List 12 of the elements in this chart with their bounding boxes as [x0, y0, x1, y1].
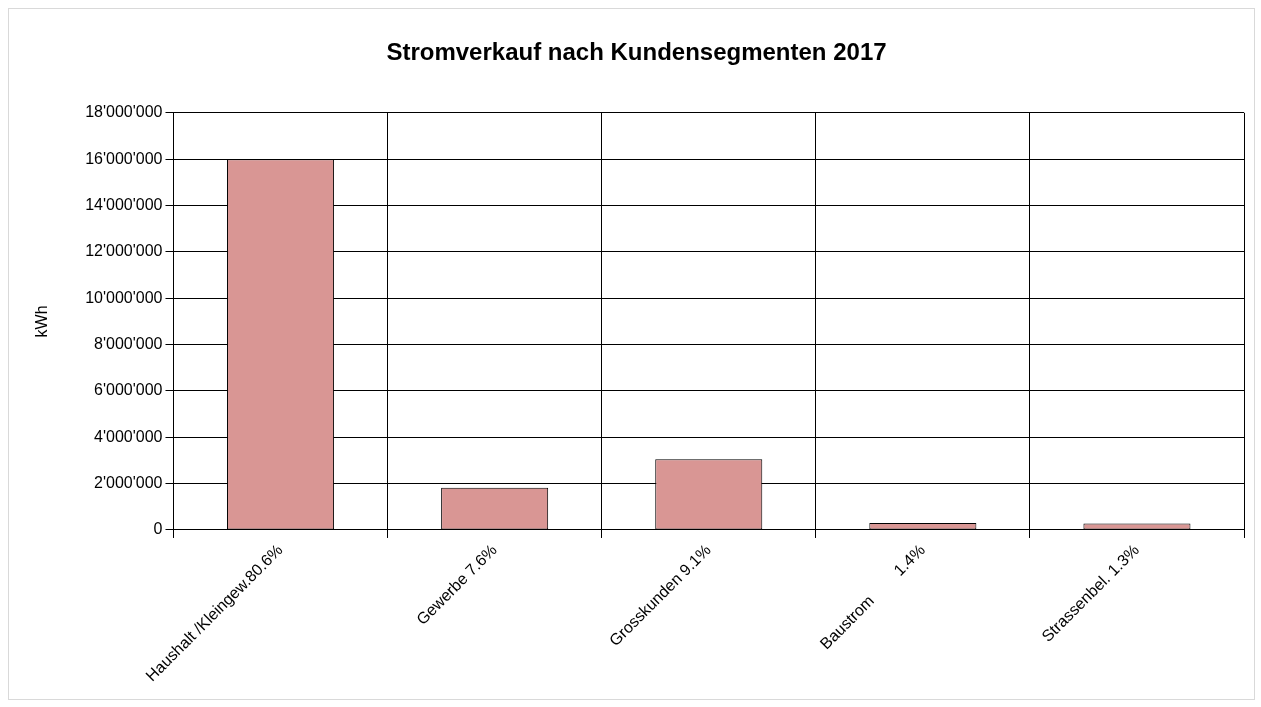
chart-title: Stromverkauf nach Kundensegmenten 2017 [386, 38, 887, 66]
y-tick-label: 10'000'000 [85, 288, 163, 306]
y-tick-label: 14'000'000 [85, 195, 163, 213]
y-tick-label: 16'000'000 [85, 149, 163, 167]
y-tick-label: 6'000'000 [94, 381, 163, 399]
y-tick-label: 8'000'000 [94, 334, 163, 352]
y-tick-label: 12'000'000 [85, 242, 163, 260]
y-tick-label: 4'000'000 [94, 427, 163, 445]
y-tick-label: 18'000'000 [85, 103, 163, 121]
y-axis-title: kWh [33, 305, 51, 338]
y-tick-label: 0 [153, 520, 163, 538]
y-tick-label: 2'000'000 [94, 474, 163, 492]
